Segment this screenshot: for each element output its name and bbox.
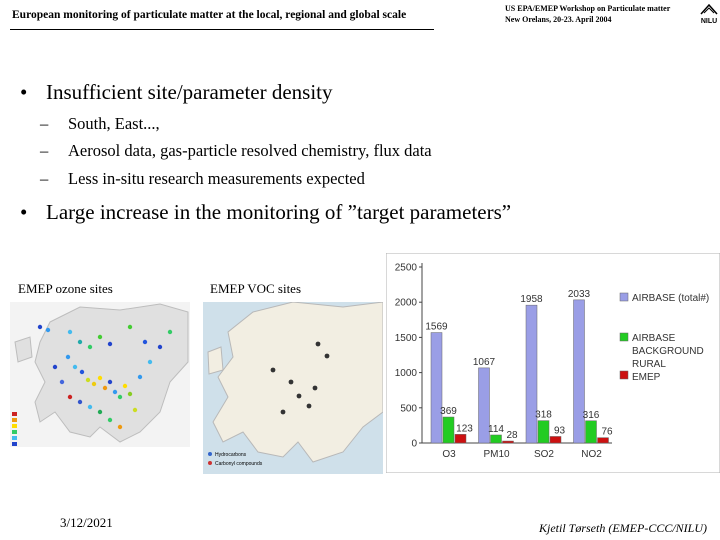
x-tick-label: PM10 (483, 449, 510, 460)
legend-label-emep: EMEP (632, 372, 661, 383)
y-tick-label: 1500 (395, 333, 418, 344)
sub-bullet-text: Aerosol data, gas-particle resolved chem… (68, 141, 432, 160)
workshop-location: New Orelans, 20-23. April 2004 (505, 15, 612, 24)
sub-bullet-text: Less in-situ research measurements expec… (68, 169, 365, 188)
y-tick-label: 2500 (395, 263, 418, 274)
bar-value-label: 369 (440, 406, 457, 417)
bar-value-label: 1067 (473, 357, 496, 368)
voc-sites-map: Hydrocarbons Carbonyl compounds (203, 302, 383, 474)
x-tick-label: NO2 (581, 449, 602, 460)
bullet-2: • Large increase in the monitoring of ”ta… (20, 200, 511, 225)
sub-bullet: – Less in-situ research measurements expe… (40, 169, 365, 189)
ozone-sites-map (10, 302, 190, 447)
workshop-info: US EPA/EMEP Workshop on Particulate matt… (505, 3, 670, 25)
bar (573, 299, 585, 444)
legend-label-rural: RURAL (632, 359, 666, 370)
voc-map-legend: Hydrocarbons Carbonyl compounds (208, 452, 263, 467)
header-title: European monitoring of particulate matte… (12, 9, 407, 21)
legend-label-airbase: AIRBASE (632, 333, 676, 344)
ozone-site-markers (37, 324, 173, 430)
workshop-name: US EPA/EMEP Workshop on Particulate matt… (505, 4, 671, 13)
y-tick-label: 0 (411, 439, 417, 450)
voc-legend-carbonyl: Carbonyl compounds (215, 461, 263, 467)
y-tick-label: 1000 (395, 368, 418, 379)
bar (430, 332, 443, 444)
bar-value-label: 93 (554, 425, 566, 436)
bar-value-label: 1569 (425, 322, 448, 333)
bar (525, 304, 538, 444)
voc-legend-hydrocarbons: Hydrocarbons (215, 452, 247, 458)
bar-value-label: 28 (506, 430, 518, 441)
header-divider (10, 29, 434, 30)
bar (454, 434, 467, 444)
voc-site-markers (270, 341, 330, 415)
bar (585, 420, 597, 444)
bar (490, 434, 502, 444)
monitoring-sites-bar-chart: 0 500 1000 1500 2000 2500 O3 PM10 SO2 NO2 1569 369… (386, 253, 720, 473)
y-tick-label: 2000 (395, 298, 418, 309)
y-tick-label: 500 (400, 403, 417, 414)
bullet-1-text: Insufficient site/parameter density (46, 80, 333, 104)
footer-author: Kjetil Tørseth (EMEP-CCC/NILU) (539, 521, 707, 535)
legend-swatch-emep (619, 370, 629, 380)
bar-value-label: 76 (601, 427, 613, 438)
sub-bullet-text: South, East..., (68, 114, 160, 133)
nilu-logo: NILU (700, 3, 718, 25)
ozone-map-legend (12, 412, 17, 446)
bullet-symbol: • (20, 200, 28, 224)
sub-bullet: – South, East..., (40, 114, 160, 134)
legend-label-airbase-total: AIRBASE (total#) (632, 293, 709, 304)
dash-symbol: – (40, 114, 49, 133)
bar-value-label: 318 (535, 410, 552, 421)
bar (478, 367, 490, 444)
logo-text: NILU (701, 18, 717, 25)
dash-symbol: – (40, 169, 49, 188)
x-tick-label: O3 (442, 449, 456, 460)
bar (502, 440, 514, 444)
bar (597, 437, 609, 444)
ozone-sites-caption: EMEP ozone sites (18, 281, 113, 296)
bar (537, 420, 550, 444)
legend-label-background: BACKGROUND (632, 346, 704, 357)
bar-value-label: 1958 (520, 294, 543, 305)
bar (549, 436, 562, 444)
bar-value-label: 2033 (568, 289, 591, 300)
sub-bullet: – Aerosol data, gas-particle resolved che… (40, 141, 432, 161)
bar (442, 416, 455, 444)
bullet-symbol: • (20, 80, 28, 104)
legend-swatch-airbase-total (619, 292, 629, 302)
bar-value-label: 316 (583, 410, 600, 421)
dash-symbol: – (40, 141, 49, 160)
bar-value-label: 123 (456, 423, 473, 434)
bullet-1: • Insufficient site/parameter density (20, 80, 333, 105)
legend-swatch-airbase-rural (619, 332, 629, 342)
bullet-2-text: Large increase in the monitoring of ”tar… (46, 200, 512, 224)
bar-value-label: 114 (488, 424, 504, 435)
footer-date: 3/12/2021 (60, 515, 113, 530)
voc-sites-caption: EMEP VOC sites (210, 281, 302, 296)
x-tick-label: SO2 (534, 449, 554, 460)
